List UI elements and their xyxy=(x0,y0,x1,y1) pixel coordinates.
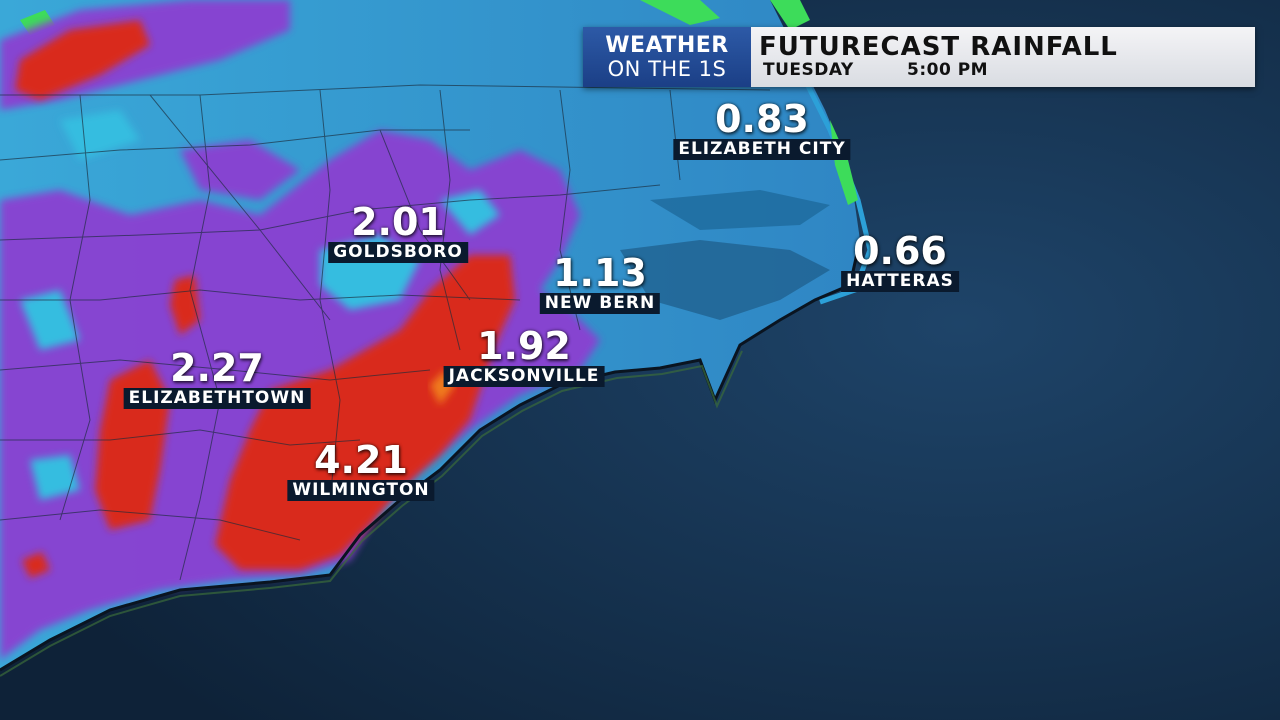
city-label: 1.92 JACKSONVILLE xyxy=(443,324,605,387)
forecast-time: TUESDAY 5:00 PM xyxy=(759,61,1255,80)
rain-moderate-mid xyxy=(180,140,300,200)
rain-light-hole-3 xyxy=(20,290,80,350)
rainfall-value: 0.66 xyxy=(853,229,947,273)
city-name: ELIZABETH CITY xyxy=(673,139,851,160)
rain-trace-north xyxy=(640,0,720,25)
brand-bottom-text: ON THE 1S xyxy=(607,56,727,81)
rain-trace-north2 xyxy=(770,0,810,30)
city-name: HATTERAS xyxy=(841,271,959,292)
forecast-day: TUESDAY xyxy=(763,60,854,81)
city-label: 0.66 HATTERAS xyxy=(841,232,959,292)
coast-shade xyxy=(0,350,743,677)
title-box: FUTURECAST RAINFALL TUESDAY 5:00 PM xyxy=(751,27,1255,87)
rain-light-hole-4 xyxy=(30,455,80,500)
rainfall-value: 0.83 xyxy=(715,97,809,141)
title-banner: WEATHER ON THE 1S FUTURECAST RAINFALL TU… xyxy=(583,27,1255,87)
county-lines xyxy=(0,84,771,581)
rain-heavy-north xyxy=(15,20,150,100)
map-title: FUTURECAST RAINFALL xyxy=(759,32,1118,62)
city-label: 0.83 ELIZABETH CITY xyxy=(673,97,851,160)
brand-logo: WEATHER ON THE 1S xyxy=(583,27,751,87)
rainfall-value: 2.27 xyxy=(170,346,264,390)
sound-albemarle xyxy=(650,190,830,230)
city-name: NEW BERN xyxy=(539,293,661,314)
city-name: JACKSONVILLE xyxy=(443,366,605,387)
rain-heavy-small-1 xyxy=(170,275,200,335)
outer-banks xyxy=(797,68,873,305)
brand-top-text: WEATHER xyxy=(605,32,729,58)
rain-light-hole-5 xyxy=(60,110,140,160)
city-name: ELIZABETHTOWN xyxy=(123,388,311,409)
rain-trace-nw xyxy=(20,10,55,35)
rainfall-value: 2.01 xyxy=(351,200,445,244)
forecast-hour: 5:00 PM xyxy=(907,60,989,81)
city-name: WILMINGTON xyxy=(287,480,435,501)
rainfall-value: 4.21 xyxy=(314,438,408,482)
rain-heavy-small-2 xyxy=(22,552,50,578)
rainfall-value: 1.92 xyxy=(477,324,571,368)
city-name: GOLDSBORO xyxy=(328,242,468,263)
city-label: 4.21 WILMINGTON xyxy=(287,438,435,501)
city-label: 1.13 NEW BERN xyxy=(539,251,661,314)
city-label: 2.01 GOLDSBORO xyxy=(328,203,468,263)
coastline xyxy=(0,239,862,672)
rainfall-value: 1.13 xyxy=(553,251,647,295)
sound-pamlico xyxy=(620,240,830,320)
city-label: 2.27 ELIZABETHTOWN xyxy=(123,346,311,409)
